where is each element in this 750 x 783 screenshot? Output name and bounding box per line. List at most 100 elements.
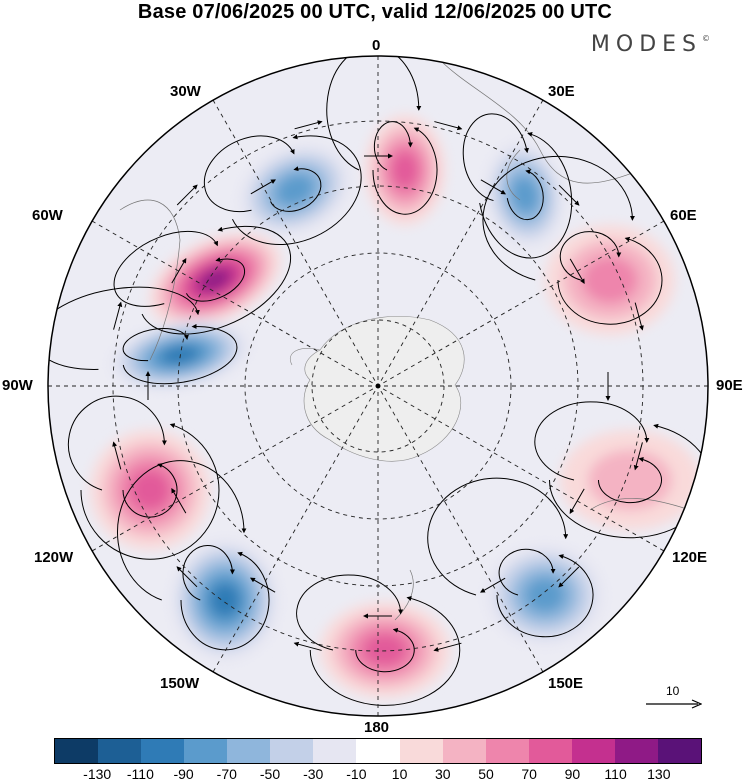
streamline bbox=[506, 169, 544, 221]
wind-arrow bbox=[433, 642, 462, 652]
wind-arrow bbox=[293, 641, 322, 651]
wind-arrow bbox=[176, 184, 198, 206]
colorbar-swatch bbox=[614, 739, 658, 763]
streamline bbox=[482, 155, 635, 281]
streamline bbox=[597, 457, 662, 504]
colorbar-swatch bbox=[571, 739, 615, 763]
lon-label-150w: 150W bbox=[160, 675, 200, 692]
colorbar-tick-label: -130 bbox=[83, 766, 112, 782]
brand-mark: © bbox=[702, 34, 710, 43]
chart-title: Base 07/06/2025 00 UTC, valid 12/06/2025… bbox=[137, 1, 613, 23]
lon-label-60w: 60W bbox=[32, 207, 63, 224]
colorbar-tick-label: 30 bbox=[435, 766, 451, 782]
wind-arrow bbox=[480, 179, 506, 195]
anomaly-contour bbox=[588, 450, 672, 510]
reference-arrow-icon bbox=[646, 699, 702, 709]
wind-arrow bbox=[569, 258, 585, 284]
colorbar-swatch bbox=[485, 739, 529, 763]
colorbar-tick-label: -110 bbox=[126, 766, 154, 782]
streamline bbox=[355, 627, 415, 673]
colorbar-tick-label: 90 bbox=[564, 766, 581, 782]
streamline bbox=[427, 477, 569, 596]
colorbar-swatch bbox=[270, 739, 314, 763]
colorbar-swatch bbox=[528, 739, 572, 763]
wind-arrow bbox=[250, 179, 276, 195]
colorbar-swatch bbox=[657, 739, 701, 763]
colorbar-swatch bbox=[399, 739, 443, 763]
colorbar-tick-label: 130 bbox=[647, 766, 671, 782]
wind-arrow bbox=[113, 301, 123, 330]
streamline bbox=[180, 551, 270, 651]
colorbar-swatch bbox=[356, 739, 400, 763]
streamline bbox=[462, 113, 529, 202]
colorbar-tick-label: 50 bbox=[478, 766, 494, 782]
streamline bbox=[296, 574, 404, 651]
anomaly-contour bbox=[275, 174, 315, 206]
anomaly-contour bbox=[130, 470, 170, 510]
colorbar-tick-label: 70 bbox=[521, 766, 537, 782]
colorbar bbox=[54, 738, 702, 764]
anomaly-contour bbox=[511, 176, 539, 214]
anomaly-contour bbox=[363, 634, 407, 666]
reference-vector: 10 bbox=[640, 684, 710, 714]
streamline bbox=[479, 131, 573, 259]
wind-arrow bbox=[171, 258, 187, 284]
streamline bbox=[203, 135, 295, 213]
wind-arrow bbox=[633, 442, 643, 471]
south-pole-marker bbox=[375, 383, 381, 389]
lon-label-0: 0 bbox=[372, 37, 381, 54]
streamline bbox=[122, 463, 178, 518]
colorbar-swatch bbox=[141, 739, 185, 763]
lon-label-180: 180 bbox=[364, 719, 390, 736]
anomaly-contour bbox=[582, 256, 638, 304]
colorbar-tick-label: -70 bbox=[216, 766, 237, 782]
lon-label-90w: 90W bbox=[2, 377, 33, 394]
lon-label-30e: 30E bbox=[548, 83, 575, 100]
anomaly-shading bbox=[90, 115, 700, 698]
wind-arrow bbox=[558, 566, 580, 588]
colorbar-swatch bbox=[227, 739, 271, 763]
streamline bbox=[182, 544, 235, 601]
colorbar-tick-label: -10 bbox=[346, 766, 367, 782]
colorbar-swatch bbox=[442, 739, 486, 763]
lon-label-60e: 60E bbox=[670, 207, 697, 224]
lon-label-30w: 30W bbox=[170, 83, 201, 100]
modes-logo: MODES© bbox=[591, 32, 710, 57]
streamline bbox=[498, 548, 556, 596]
colorbar-swatch bbox=[55, 739, 99, 763]
anomaly-contour bbox=[391, 151, 419, 189]
streamline bbox=[48, 286, 200, 370]
colorbar-swatch bbox=[98, 739, 142, 763]
colorbar-tick-label: -90 bbox=[173, 766, 194, 782]
map-boundary bbox=[47, 55, 709, 717]
streamline bbox=[372, 127, 438, 215]
streamline bbox=[116, 460, 247, 601]
reference-vector-value: 10 bbox=[666, 684, 680, 698]
streamline bbox=[122, 328, 189, 362]
streamline bbox=[557, 236, 663, 325]
brand-text: MODES bbox=[590, 32, 702, 57]
wind-arrow bbox=[112, 441, 122, 470]
colorbar-tick-label: 10 bbox=[391, 766, 408, 782]
lon-label-120w: 120W bbox=[34, 549, 74, 566]
colorbar-swatch bbox=[184, 739, 228, 763]
wind-arrow bbox=[558, 184, 580, 206]
lon-label-120e: 120E bbox=[672, 549, 708, 566]
streamline bbox=[67, 395, 167, 491]
streamline bbox=[270, 166, 322, 212]
streamline bbox=[326, 56, 422, 171]
colorbar-tick-label: -30 bbox=[303, 766, 324, 782]
lon-label-150e: 150E bbox=[548, 675, 584, 692]
wind-arrow bbox=[294, 120, 323, 130]
anomaly-contour bbox=[210, 583, 240, 617]
streamline bbox=[559, 231, 622, 281]
wind-arrow bbox=[634, 302, 644, 331]
wind-arrow bbox=[176, 566, 198, 588]
colorbar-swatch bbox=[313, 739, 357, 763]
streamline bbox=[232, 134, 362, 246]
streamline bbox=[309, 596, 461, 706]
streamline bbox=[80, 423, 220, 560]
lon-label-90e: 90E bbox=[716, 377, 743, 394]
colorbar-tick-label: -50 bbox=[259, 766, 281, 782]
